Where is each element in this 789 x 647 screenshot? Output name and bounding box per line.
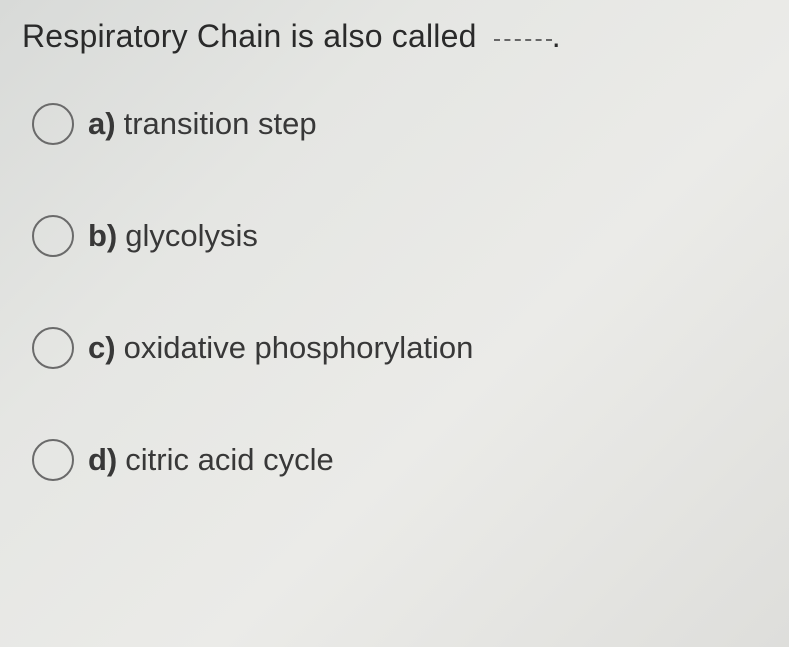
radio-c[interactable] [32,327,74,369]
option-a-label: a)transition step [88,106,317,142]
option-d-text: citric acid cycle [125,442,333,477]
question-period: . [552,18,561,54]
option-a-row[interactable]: a)transition step [32,103,767,145]
radio-a[interactable] [32,103,74,145]
option-a-letter: a) [88,106,116,141]
option-b-label: b)glycolysis [88,218,258,254]
radio-d[interactable] [32,439,74,481]
option-c-row[interactable]: c)oxidative phosphorylation [32,327,767,369]
option-d-label: d)citric acid cycle [88,442,334,478]
option-b-letter: b) [88,218,117,253]
option-c-text: oxidative phosphorylation [124,330,474,365]
option-b-row[interactable]: b)glycolysis [32,215,767,257]
option-c-label: c)oxidative phosphorylation [88,330,473,366]
option-d-row[interactable]: d)citric acid cycle [32,439,767,481]
option-a-text: transition step [124,106,317,141]
option-b-text: glycolysis [125,218,258,253]
fill-blank [494,37,552,41]
question-prompt: Respiratory Chain is also called . [22,18,767,55]
option-d-letter: d) [88,442,117,477]
options-group: a)transition step b)glycolysis c)oxidati… [22,103,767,481]
radio-b[interactable] [32,215,74,257]
option-c-letter: c) [88,330,116,365]
question-text-main: Respiratory Chain is also called [22,18,477,54]
